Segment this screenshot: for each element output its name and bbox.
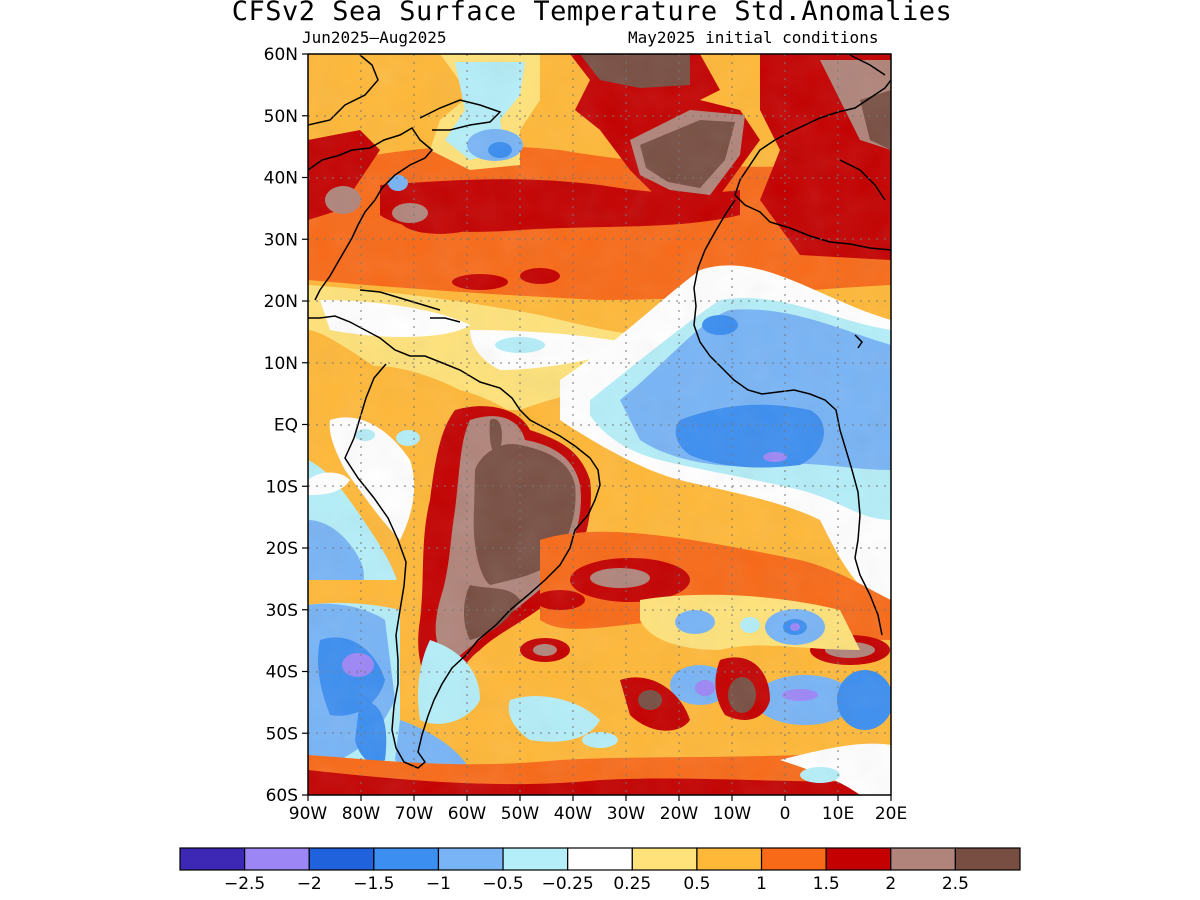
lat-label: 60N: [264, 45, 298, 65]
colorbar-label: −1.5: [353, 874, 394, 894]
colorbar-swatch: [631, 847, 698, 871]
lon-label: 20E: [875, 804, 907, 824]
colorbar-swatch: [179, 847, 246, 871]
colorbar-swatch: [244, 847, 310, 871]
colorbar-label: 2: [885, 874, 896, 894]
lat-label: 20N: [264, 292, 298, 312]
lat-label: 60S: [266, 786, 298, 806]
colorbar-swatch: [954, 847, 1021, 871]
colorbar-labels: −2.5 −2 −1.5 −1 −0.5 −0.25 0.25 0.5 1 1.5 2 2.5: [224, 874, 969, 894]
colorbar-label: −0.5: [482, 874, 523, 894]
lat-label: 30S: [266, 601, 298, 621]
colorbar-swatch: [760, 847, 827, 871]
colorbar-swatch: [567, 847, 633, 871]
lon-label: 30W: [607, 804, 646, 824]
colorbar-label: 1.5: [813, 874, 840, 894]
lon-label: 10W: [713, 804, 752, 824]
colorbar-swatch: [502, 847, 569, 871]
colorbar-label: 1: [756, 874, 767, 894]
lat-label: EQ: [274, 416, 298, 436]
lat-label: 30N: [264, 230, 298, 250]
lon-label: 0: [780, 804, 791, 824]
lon-label: 80W: [342, 804, 381, 824]
lat-label: 10N: [264, 354, 298, 374]
colorbar-label: 2.5: [942, 874, 969, 894]
lat-label: 20S: [266, 539, 298, 559]
lat-label: 10S: [266, 477, 298, 497]
coastlines: [308, 54, 891, 769]
lon-label: 20W: [660, 804, 699, 824]
lon-label: 90W: [289, 804, 328, 824]
colorbar-label: −2.5: [224, 874, 265, 894]
gridlines: [308, 54, 891, 795]
colorbar-swatch: [308, 847, 375, 871]
colorbar-label: −0.25: [542, 874, 594, 894]
lon-label: 40W: [554, 804, 593, 824]
colorbar-swatch: [696, 847, 763, 871]
forecast-period: Jun2025–Aug2025: [302, 28, 447, 47]
longitude-axis: 90W 80W 70W 60W 50W 40W 30W 20W 10W 0 10E 20E: [289, 795, 907, 824]
colorbar-label: −1: [426, 874, 451, 894]
lon-label: 50W: [501, 804, 540, 824]
colorbar-swatch: [890, 847, 956, 871]
lat-label: 50S: [266, 724, 298, 744]
lon-label: 70W: [395, 804, 434, 824]
lon-label: 60W: [448, 804, 487, 824]
colorbar: [179, 847, 1021, 871]
lat-label: 40S: [266, 663, 298, 683]
colorbar-label: 0.25: [613, 874, 651, 894]
initial-conditions: May2025 initial conditions: [628, 28, 879, 47]
colorbar-swatch: [437, 847, 504, 871]
lat-label: 40N: [264, 169, 298, 189]
map-title: CFSv2 Sea Surface Temperature Std.Anomal…: [231, 0, 953, 27]
colorbar-swatch: [825, 847, 892, 871]
lat-label: 50N: [264, 107, 298, 127]
colorbar-label: 0.5: [683, 874, 710, 894]
latitude-axis: 60N 50N 40N 30N 20N 10N EQ 10S 20S 30S 40S 50S 60S: [264, 45, 308, 806]
lon-label: 10E: [822, 804, 854, 824]
colorbar-swatch: [373, 847, 440, 871]
colorbar-label: −2: [297, 874, 322, 894]
